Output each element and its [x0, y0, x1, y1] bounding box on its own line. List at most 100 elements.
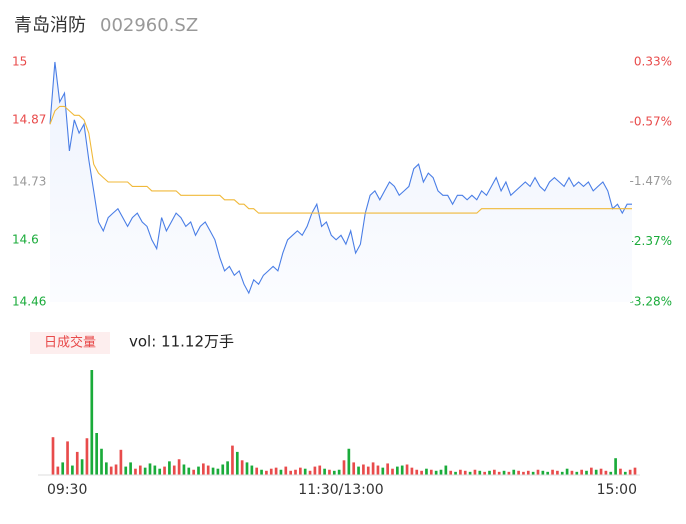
volume-bar — [546, 471, 550, 475]
volume-bar — [323, 468, 326, 475]
y2-tick-label: -0.57% — [630, 114, 672, 128]
volume-bar — [502, 470, 506, 475]
volume-bar — [619, 468, 622, 475]
volume-bar — [396, 466, 399, 475]
volume-badge — [30, 332, 110, 354]
average-line — [49, 105, 632, 214]
volume-bar — [541, 470, 545, 475]
volume-bar — [517, 470, 520, 475]
volume-bar — [449, 470, 453, 475]
volume-bar — [61, 462, 65, 475]
volume-bar — [463, 470, 467, 475]
price-line — [49, 61, 632, 295]
volume-bar — [585, 470, 588, 475]
volume-bar — [468, 471, 472, 475]
volume-bar — [386, 463, 389, 475]
volume-total: vol: 11.12万手 — [129, 333, 234, 351]
volume-bar — [187, 467, 191, 475]
y-tick-label: 14.46 — [12, 295, 46, 309]
volume-bar — [454, 471, 457, 475]
volume-bar — [429, 469, 433, 475]
volume-bar — [134, 468, 137, 475]
volume-bar — [473, 469, 477, 475]
volume-bar — [366, 466, 370, 475]
volume-bar — [289, 470, 292, 475]
volume-bar — [124, 466, 128, 475]
volume-bar — [80, 459, 84, 475]
volume-bar — [551, 469, 554, 475]
volume-bar — [153, 465, 157, 475]
y-tick-label: 15 — [12, 55, 27, 69]
volume-bar — [522, 471, 525, 475]
volume-bar — [614, 458, 617, 475]
stock-name: 青岛消防 — [14, 15, 86, 36]
volume-bar — [332, 470, 336, 475]
volume-bar — [294, 469, 297, 475]
volume-bar — [381, 467, 385, 475]
volume-bar — [148, 463, 152, 475]
y2-tick-label: -1.47% — [630, 174, 672, 188]
volume-bar — [299, 467, 302, 475]
volume-bar — [274, 467, 278, 475]
y-tick-label: 14.73 — [12, 175, 46, 189]
y-tick-label: 14.6 — [12, 232, 39, 246]
volume-bar — [483, 471, 486, 475]
volume-bar — [71, 465, 74, 475]
volume-bar — [109, 466, 113, 475]
volume-bar — [560, 471, 564, 475]
price-area — [50, 62, 632, 302]
volume-bar — [609, 471, 613, 475]
y2-tick-label: -3.28% — [630, 295, 672, 309]
volume-bar — [623, 471, 627, 475]
volume-bar — [105, 462, 108, 475]
volume-bar — [245, 462, 249, 475]
volume-bar — [250, 465, 254, 475]
volume-bar — [235, 451, 239, 475]
volume-bar — [400, 465, 404, 475]
volume-bar — [376, 465, 380, 475]
volume-bar — [56, 466, 60, 475]
volume-bar — [444, 465, 448, 475]
volume-bar — [536, 469, 540, 475]
volume-bar — [371, 462, 375, 475]
volume-bar — [85, 438, 89, 475]
volume-bar — [420, 470, 423, 475]
volume-bar — [143, 467, 147, 475]
volume-bar — [415, 469, 419, 475]
x-tick-label: 09:30 — [47, 482, 87, 498]
volume-bar — [434, 470, 438, 475]
volume-bar — [497, 471, 501, 475]
volume-bar — [391, 468, 394, 475]
volume-bar — [192, 469, 195, 475]
volume-bar — [114, 464, 118, 475]
volume-bar — [231, 445, 234, 475]
volume-bar — [197, 466, 200, 475]
volume-bar — [425, 468, 428, 475]
volume-bar — [570, 470, 574, 475]
stock-code: 002960.SZ — [100, 15, 198, 36]
volume-bar — [478, 470, 482, 475]
volume-bar — [633, 467, 637, 475]
volume-bar — [66, 441, 69, 475]
volume-bar — [163, 466, 166, 475]
volume-bar — [604, 470, 608, 475]
y2-tick-label: 0.33% — [634, 55, 672, 69]
volume-bar — [556, 470, 559, 475]
volume-bar — [100, 448, 103, 475]
volume-bar — [51, 437, 55, 475]
volume-bar — [507, 471, 511, 475]
volume-bar — [328, 469, 331, 475]
volume-bar — [226, 461, 229, 475]
volume-bar — [211, 467, 215, 475]
volume-bar — [168, 461, 171, 475]
volume-bar — [182, 464, 186, 475]
volume-bar — [410, 467, 414, 475]
y-tick-label: 14.87 — [12, 112, 46, 126]
volume-bar — [531, 471, 535, 475]
volume-bar — [90, 370, 94, 475]
volume-bar — [284, 466, 288, 475]
volume-bar — [313, 466, 317, 475]
volume-bar — [303, 468, 307, 475]
volume-bar — [202, 463, 205, 475]
volume-bar — [177, 459, 181, 475]
